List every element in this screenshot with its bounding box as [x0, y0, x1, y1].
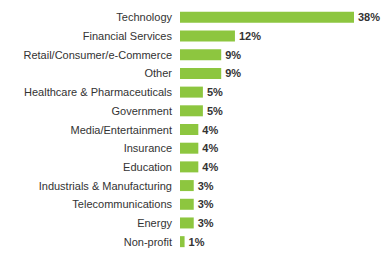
svg-text:3%: 3% — [198, 180, 214, 192]
svg-text:Other: Other — [144, 67, 172, 79]
svg-text:Insurance: Insurance — [124, 142, 172, 154]
svg-text:38%: 38% — [358, 11, 380, 23]
svg-text:4%: 4% — [202, 161, 218, 173]
svg-text:Telecommunications: Telecommunications — [72, 198, 172, 210]
svg-text:4%: 4% — [202, 124, 218, 136]
svg-text:Retail/Consumer/e-Commerce: Retail/Consumer/e-Commerce — [23, 49, 172, 61]
svg-text:Financial Services: Financial Services — [83, 30, 173, 42]
svg-text:5%: 5% — [207, 86, 223, 98]
svg-text:9%: 9% — [225, 49, 241, 61]
svg-text:Media/Entertainment: Media/Entertainment — [71, 124, 173, 136]
svg-text:Technology: Technology — [116, 11, 172, 23]
svg-text:3%: 3% — [198, 217, 214, 229]
svg-text:4%: 4% — [202, 142, 218, 154]
svg-text:Education: Education — [123, 161, 172, 173]
svg-text:Industrials & Manufacturing: Industrials & Manufacturing — [39, 180, 172, 192]
svg-text:Energy: Energy — [137, 217, 172, 229]
svg-text:9%: 9% — [225, 67, 241, 79]
svg-text:5%: 5% — [207, 105, 223, 117]
svg-text:3%: 3% — [198, 198, 214, 210]
svg-text:Government: Government — [111, 105, 172, 117]
svg-text:12%: 12% — [239, 30, 261, 42]
svg-text:1%: 1% — [189, 236, 205, 248]
svg-text:Non-profit: Non-profit — [124, 236, 172, 248]
svg-text:Healthcare & Pharmaceuticals: Healthcare & Pharmaceuticals — [24, 86, 172, 98]
